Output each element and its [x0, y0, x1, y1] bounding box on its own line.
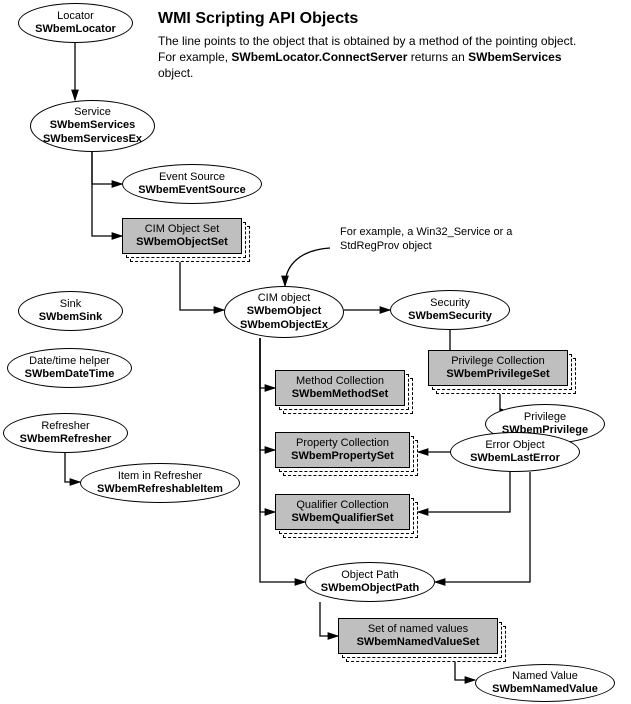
node-refresher: RefresherSWbemRefresher [3, 413, 128, 453]
node-service: ServiceSWbemServicesSWbemServicesEx [30, 100, 155, 152]
edge-errorobj-objpath [435, 472, 530, 582]
edge-cimobject-qualcoll [260, 338, 275, 512]
node-sink: SinkSWbemSink [18, 291, 123, 331]
edge-cimobjectset-cimobject [180, 262, 224, 310]
node-namedvalue: Named ValueSWbemNamedValue [475, 664, 615, 702]
edge-refresher-refreshitem [65, 453, 80, 482]
node-cimobject: CIM objectSWbemObjectSWbemObjectEx [224, 286, 344, 338]
node-qualcoll: Qualifier CollectionSWbemQualifierSet [275, 494, 418, 538]
edge-namedvalset-namedvalue [455, 662, 475, 680]
node-cimobjectset: CIM Object SetSWbemObjectSet [122, 218, 250, 262]
para-text-3: object. [158, 66, 193, 80]
edge-objpath-namedvalset [320, 602, 338, 636]
edge-note-cimobject [285, 248, 330, 286]
para-bold-2: SWbemServices [468, 50, 561, 64]
node-propcoll: Property CollectionSWbemPropertySet [275, 432, 418, 476]
node-eventsource: Event SourceSWbemEventSource [122, 164, 262, 204]
node-errorobj: Error ObjectSWbemLastError [450, 432, 580, 472]
node-datetime: Date/time helperSWbemDateTime [7, 348, 132, 388]
node-refreshitem: Item in RefresherSWbemRefreshableItem [80, 463, 240, 503]
intro-paragraph: The line points to the object that is ob… [158, 33, 578, 82]
page-title: WMI Scripting API Objects [158, 10, 358, 28]
node-namedvalset: Set of named valuesSWbemNamedValueSet [338, 618, 506, 662]
edge-errorobj-qualcoll [418, 472, 510, 512]
node-security: SecuritySWbemSecurity [390, 290, 510, 330]
edge-cimobject-methodcoll [260, 338, 275, 388]
edge-service-cimobjectset [92, 152, 122, 236]
edge-service-eventsource [92, 152, 122, 184]
para-bold-1: SWbemLocator.ConnectServer [231, 50, 407, 64]
node-methodcoll: Method CollectionSWbemMethodSet [275, 370, 413, 414]
para-text-2: returns an [407, 50, 468, 64]
node-locator: LocatorSWbemLocator [18, 3, 133, 43]
node-privcoll: Privilege CollectionSWbemPrivilegeSet [428, 350, 576, 394]
example-note: For example, a Win32_Service or a StdReg… [340, 225, 550, 254]
edge-cimobject-propcoll [260, 338, 275, 450]
node-objpath: Object PathSWbemObjectPath [305, 562, 435, 602]
